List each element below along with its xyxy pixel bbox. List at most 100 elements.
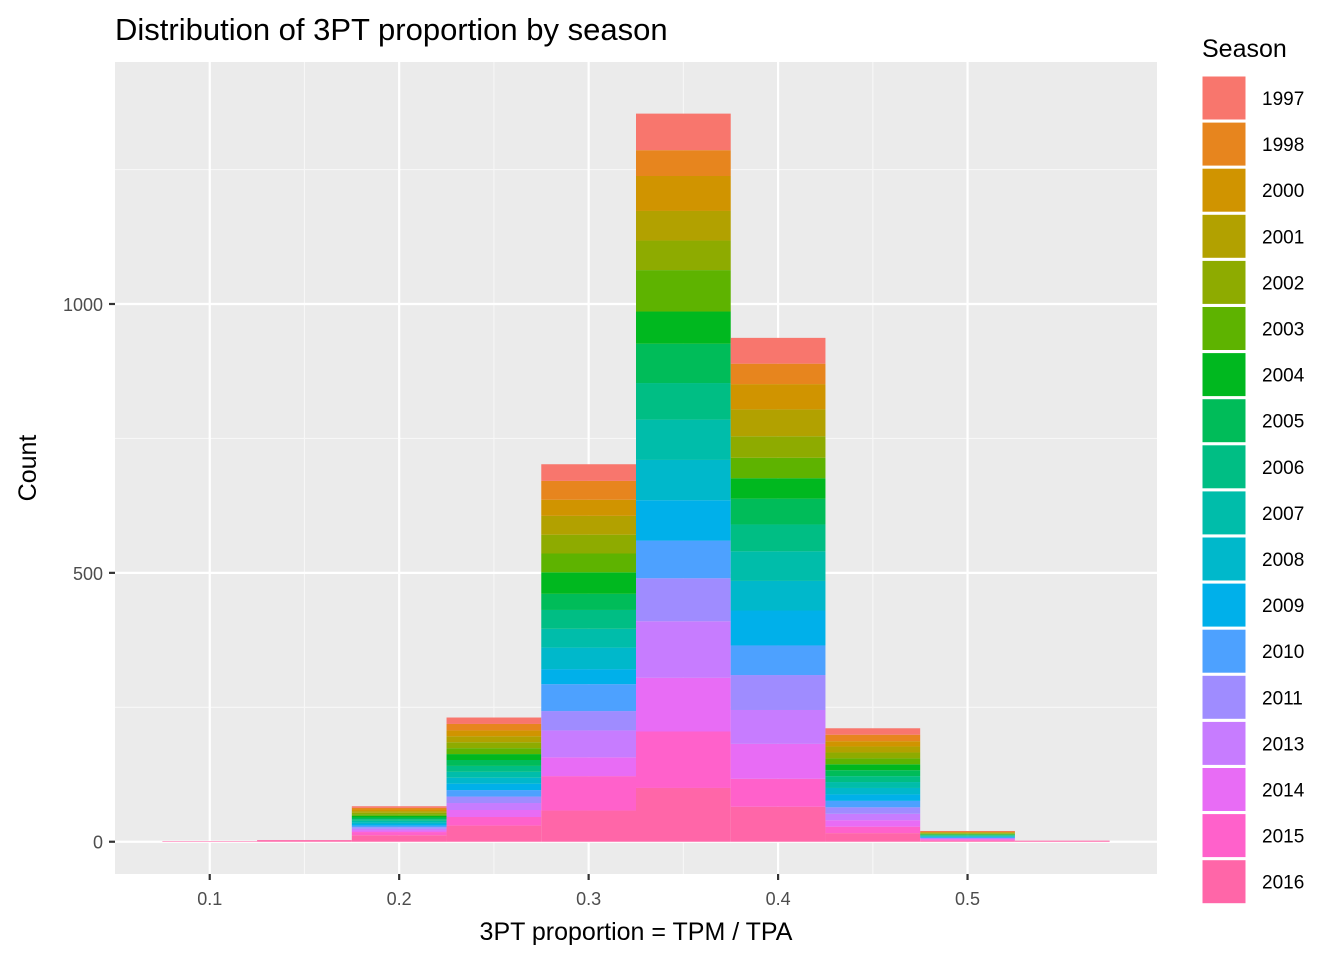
legend-key xyxy=(1201,121,1247,167)
bar-segment xyxy=(446,771,542,778)
bar-segment xyxy=(446,790,542,797)
bar-segment xyxy=(162,841,258,842)
bar-segment xyxy=(636,383,731,420)
bar-segment xyxy=(730,524,826,552)
bar-segment xyxy=(730,675,826,710)
bar-segment xyxy=(920,831,1015,833)
bar-segment xyxy=(351,815,447,818)
bar-segment xyxy=(446,810,542,817)
bar-segment xyxy=(446,723,542,731)
bar-segment xyxy=(825,764,921,771)
legend-key xyxy=(1201,352,1247,398)
bar-segment xyxy=(730,457,826,479)
bar-segment xyxy=(541,647,636,670)
bar-segment xyxy=(920,837,1015,839)
bar-segment xyxy=(541,669,636,685)
legend-label: 2015 xyxy=(1262,827,1304,848)
bar-segment xyxy=(351,828,447,831)
bar-segment xyxy=(920,837,1015,838)
bar-segment xyxy=(351,830,447,833)
bar-segment xyxy=(920,835,1015,837)
bar-segment xyxy=(541,684,636,712)
bar-segment xyxy=(920,835,1015,836)
chart-title: Distribution of 3PT proportion by season xyxy=(115,12,668,47)
bar-segment xyxy=(351,811,447,813)
legend-label: 2013 xyxy=(1262,734,1304,755)
legend-key xyxy=(1201,490,1247,536)
bar-segment xyxy=(920,839,1015,840)
bar-segment xyxy=(446,765,542,772)
legend-key xyxy=(1201,398,1247,444)
bar-segment xyxy=(636,419,731,460)
bar-segment xyxy=(730,478,826,499)
bar-segment xyxy=(351,817,447,820)
bar-segment xyxy=(825,794,921,801)
bar-segment xyxy=(920,834,1015,835)
bar-segment xyxy=(730,743,826,779)
bar-segment xyxy=(730,806,826,842)
legend-key xyxy=(1201,444,1247,490)
bar-segment xyxy=(351,827,447,829)
x-tick-label: 0.2 xyxy=(387,889,412,909)
bar-segment xyxy=(446,748,542,755)
bar-segment xyxy=(825,770,921,777)
bar-segment xyxy=(730,337,826,364)
bar-segment xyxy=(730,645,826,676)
bar-segment xyxy=(920,830,1015,832)
bar-segment xyxy=(920,834,1015,836)
bar-segment xyxy=(636,459,731,501)
legend-key xyxy=(1201,306,1247,351)
bar-segment xyxy=(636,113,731,151)
bar-segment xyxy=(1014,840,1110,842)
legend-title: Season xyxy=(1202,35,1287,63)
bar-segment xyxy=(825,833,921,842)
bar-segment xyxy=(636,677,731,732)
bar-segment xyxy=(541,499,636,516)
bar-segment xyxy=(636,240,731,271)
legend-label: 2006 xyxy=(1262,458,1304,479)
legend-label: 2002 xyxy=(1262,273,1304,294)
bar-segment xyxy=(541,515,636,535)
legend-label: 2004 xyxy=(1262,366,1305,387)
y-axis-title: Count xyxy=(14,435,42,502)
legend-key xyxy=(1201,213,1247,259)
bar-segment xyxy=(351,835,447,842)
legend-key xyxy=(1201,674,1247,720)
bar-segment xyxy=(636,621,731,678)
bar-segment xyxy=(541,810,636,842)
bar-segment xyxy=(825,746,921,753)
legend-label: 2001 xyxy=(1262,227,1304,248)
legend-label: 2005 xyxy=(1262,412,1304,433)
bar-segment xyxy=(541,593,636,610)
bar-segment xyxy=(636,787,731,842)
x-axis: 0.1 0.2 0.3 0.4 0.5 xyxy=(197,874,980,909)
bar-segment xyxy=(920,832,1015,834)
bar-segment xyxy=(920,838,1015,840)
bar-segment xyxy=(541,628,636,648)
legend-key xyxy=(1201,767,1247,812)
legend-label: 1997 xyxy=(1262,89,1304,110)
bar-segment xyxy=(636,540,731,579)
bar-segment xyxy=(541,480,636,500)
legend-key xyxy=(1201,859,1247,905)
legend-label: 1998 xyxy=(1262,135,1304,156)
bar-segment xyxy=(636,343,731,384)
bar-segment xyxy=(446,742,542,749)
bar-segment xyxy=(541,776,636,811)
legend-label: 2014 xyxy=(1262,781,1305,802)
x-axis-title: 3PT proportion = TPM / TPA xyxy=(480,918,793,946)
legend-label: 2008 xyxy=(1262,550,1304,571)
bar-segment xyxy=(730,384,826,410)
bar-segment xyxy=(541,609,636,629)
bar-segment xyxy=(825,800,921,808)
bar-segment xyxy=(636,311,731,344)
bar-segment xyxy=(351,812,447,815)
legend-key xyxy=(1201,167,1247,213)
x-tick-label: 0.3 xyxy=(576,889,601,909)
legend-key xyxy=(1201,813,1247,859)
bar-segment xyxy=(825,787,921,795)
legend-label: 2007 xyxy=(1262,504,1304,525)
bar-segment xyxy=(825,741,921,747)
bar-segment xyxy=(541,711,636,731)
